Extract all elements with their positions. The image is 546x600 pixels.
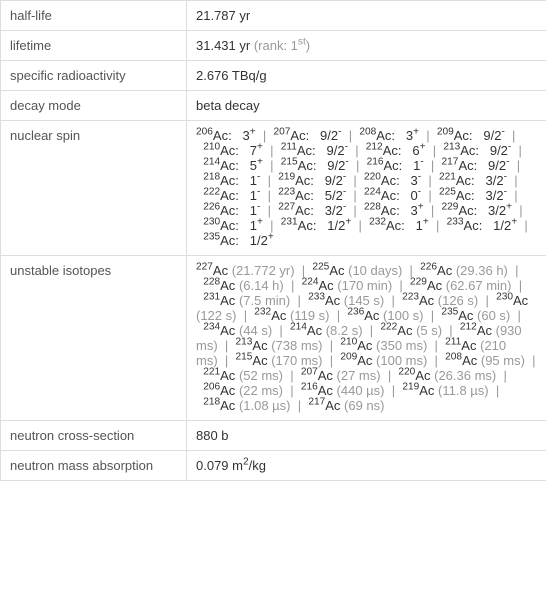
row-value: 31.431 yr (rank: 1st) [187, 31, 546, 61]
table-row: neutron cross-section 880 b [1, 421, 546, 451]
half-life-value: (738 ms) [271, 338, 322, 353]
separator: | [283, 368, 301, 383]
separator: | [330, 308, 348, 323]
separator: | [478, 293, 496, 308]
table-row: half-life 21.787 yr [1, 1, 546, 31]
isotope-entry: 233Ac: 1/2+ [447, 218, 518, 233]
half-life-value: (95 ms) [481, 353, 525, 368]
separator: | [381, 368, 399, 383]
half-life-value: (69 ns) [344, 398, 384, 413]
isotope-entry: 223Ac (126 s) [402, 293, 478, 308]
separator: | [421, 173, 439, 188]
value-main: 31.431 yr [196, 38, 250, 53]
isotope-entry: 208Ac (95 ms) [445, 353, 525, 368]
row-label: neutron cross-section [1, 421, 187, 451]
row-label: nuclear spin [1, 121, 187, 256]
row-label: lifetime [1, 31, 187, 61]
isotope-entry: 231Ac (7.5 min) [203, 293, 290, 308]
table-row: decay mode beta decay [1, 91, 546, 121]
isotope-entry: 217Ac (69 ns) [308, 398, 384, 413]
table-row: specific radioactivity 2.676 TBq/g [1, 61, 546, 91]
half-life-value: (29.36 h) [456, 263, 508, 278]
separator: | [424, 308, 442, 323]
separator: | [363, 323, 381, 338]
separator: | [421, 188, 439, 203]
half-life-value: (6.14 h) [239, 278, 284, 293]
separator: | [260, 188, 278, 203]
value-pre: 0.079 m [196, 458, 243, 473]
separator: | [427, 338, 445, 353]
separator: | [348, 143, 366, 158]
half-life-value: (27 ms) [337, 368, 381, 383]
separator: | [218, 338, 236, 353]
separator: | [284, 278, 302, 293]
row-value: 227Ac (21.772 yr) | 225Ac (10 days) | 22… [187, 256, 546, 421]
separator: | [283, 383, 301, 398]
separator: | [263, 143, 281, 158]
row-value: 0.079 m2/kg [187, 451, 546, 481]
table-row: lifetime 31.431 yr (rank: 1st) [1, 31, 546, 61]
isotope-entry: 218Ac (1.08 µs) [203, 398, 290, 413]
row-value: 206Ac: 3+ | 207Ac: 9/2- | 208Ac: 3+ | 20… [187, 121, 546, 256]
separator: | [260, 203, 278, 218]
half-life-value: (52 ms) [239, 368, 283, 383]
half-life-value: (11.8 µs) [438, 383, 489, 398]
separator: | [218, 353, 236, 368]
half-life-value: (60 s) [477, 308, 510, 323]
separator: | [384, 383, 402, 398]
separator: | [272, 323, 290, 338]
half-life-value: (350 ms) [376, 338, 427, 353]
table-row: nuclear spin 206Ac: 3+ | 207Ac: 9/2- | 2… [1, 121, 546, 256]
row-value: beta decay [187, 91, 546, 121]
row-label: specific radioactivity [1, 61, 187, 91]
row-label: neutron mass absorption [1, 451, 187, 481]
separator: | [236, 308, 254, 323]
isotope-entry: 225Ac (10 days) [312, 263, 402, 278]
half-life-value: (26.36 ms) [434, 368, 496, 383]
isotope-entry: 233Ac (145 s) [308, 293, 384, 308]
isotope-entry: 232Ac: 1+ [369, 218, 429, 233]
separator: | [323, 353, 341, 368]
isotope-entry: 226Ac (29.36 h) [420, 263, 508, 278]
separator: | [346, 173, 364, 188]
separator: | [427, 353, 445, 368]
row-value: 880 b [187, 421, 546, 451]
row-value: 2.676 TBq/g [187, 61, 546, 91]
half-life-value: (1.08 µs) [239, 398, 291, 413]
properties-table: half-life 21.787 yr lifetime 31.431 yr (… [0, 0, 546, 481]
separator: | [291, 398, 309, 413]
table-row: neutron mass absorption 0.079 m2/kg [1, 451, 546, 481]
isotope-entry: 231Ac: 1/2+ [281, 218, 352, 233]
row-label: unstable isotopes [1, 256, 187, 421]
separator: | [346, 188, 364, 203]
half-life-value: (170 min) [337, 278, 392, 293]
isotope-entry: 222Ac (5 s) [380, 323, 442, 338]
row-value: 21.787 yr [187, 1, 546, 31]
value-post: /kg [249, 458, 266, 473]
half-life-value: (21.772 yr) [232, 263, 295, 278]
separator: | [323, 338, 341, 353]
separator: | [351, 218, 369, 233]
separator: | [384, 293, 402, 308]
half-life-value: (10 days) [348, 263, 402, 278]
half-life-value: (440 µs) [337, 383, 385, 398]
isotope-entry: 235Ac: 1/2+ [203, 233, 274, 248]
table-row: unstable isotopes 227Ac (21.772 yr) | 22… [1, 256, 546, 421]
row-label: half-life [1, 1, 187, 31]
rank-note: (rank: 1st) [254, 38, 310, 53]
separator: | [429, 218, 447, 233]
separator: | [290, 293, 308, 308]
isotope-entry: 219Ac (11.8 µs) [402, 383, 488, 398]
half-life-value: (22 ms) [239, 383, 283, 398]
row-label: decay mode [1, 91, 187, 121]
half-life-value: (5 s) [416, 323, 442, 338]
separator: | [260, 173, 278, 188]
